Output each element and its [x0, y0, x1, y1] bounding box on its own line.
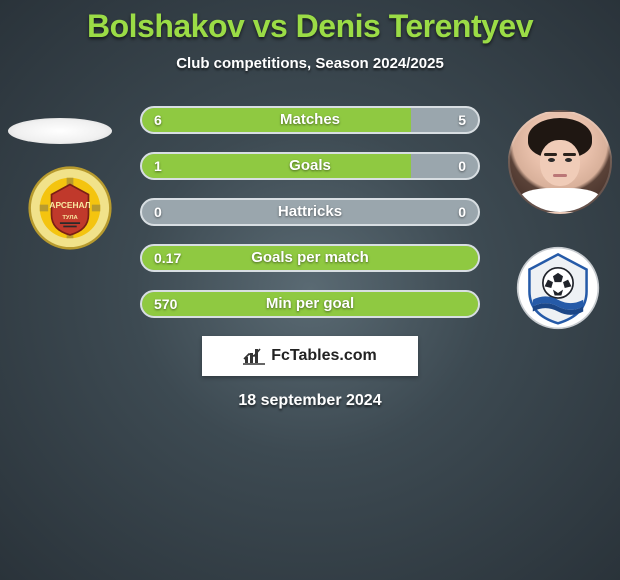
- stat-value-left: 0: [154, 200, 162, 224]
- brand-badge: FcTables.com: [202, 336, 418, 376]
- stat-label: Hattricks: [142, 200, 478, 224]
- stat-row: Min per goal570: [140, 290, 480, 318]
- stat-value-left: 6: [154, 108, 162, 132]
- stat-value-right: 0: [458, 154, 466, 178]
- svg-text:АРСЕНАЛ: АРСЕНАЛ: [49, 200, 90, 210]
- stat-label: Goals per match: [142, 246, 478, 270]
- club-logo-left: АРСЕНАЛ ТУЛА: [28, 166, 112, 250]
- stats-area: АРСЕНАЛ ТУЛА: [0, 106, 620, 410]
- stat-value-left: 0.17: [154, 246, 181, 270]
- face-illustration: [510, 112, 610, 212]
- brand-text: FcTables.com: [271, 347, 377, 365]
- date-label: 18 september 2024: [0, 392, 620, 410]
- player-right-avatar: [508, 110, 612, 214]
- svg-text:ТУЛА: ТУЛА: [62, 215, 78, 221]
- stat-label: Matches: [142, 108, 478, 132]
- stat-label: Min per goal: [142, 292, 478, 316]
- stat-rows: Matches65Goals10Hattricks00Goals per mat…: [140, 106, 480, 318]
- content: Bolshakov vs Denis Terentyev Club compet…: [0, 0, 620, 410]
- stat-value-left: 1: [154, 154, 162, 178]
- stat-label: Goals: [142, 154, 478, 178]
- stat-row: Hattricks0 0: [140, 198, 480, 226]
- stat-row: Goals per match0.17: [140, 244, 480, 272]
- stat-row: Matches6 5: [140, 106, 480, 134]
- club-logo-right: [516, 246, 600, 330]
- subtitle: Club competitions, Season 2024/2025: [0, 55, 620, 72]
- stat-value-left: 570: [154, 292, 177, 316]
- page-title: Bolshakov vs Denis Terentyev: [0, 8, 620, 45]
- chart-icon: [243, 347, 265, 365]
- stat-value-right: 0: [458, 200, 466, 224]
- stat-row: Goals1 0: [140, 152, 480, 180]
- player-left-avatar: [8, 118, 112, 144]
- stat-value-right: 5: [458, 108, 466, 132]
